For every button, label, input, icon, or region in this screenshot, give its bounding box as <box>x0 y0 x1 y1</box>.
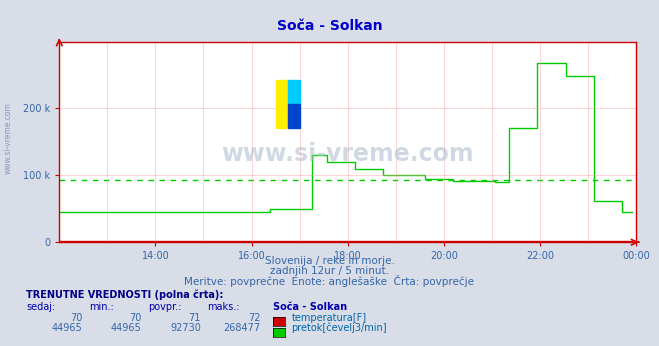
Text: Meritve: povprečne  Enote: anglešaške  Črta: povprečje: Meritve: povprečne Enote: anglešaške Črt… <box>185 275 474 287</box>
Bar <box>275 80 287 128</box>
Text: zadnjih 12ur / 5 minut.: zadnjih 12ur / 5 minut. <box>270 266 389 276</box>
Text: www.si-vreme.com: www.si-vreme.com <box>4 102 13 174</box>
Text: 70: 70 <box>129 313 142 323</box>
Text: www.si-vreme.com: www.si-vreme.com <box>221 142 474 166</box>
Text: 44965: 44965 <box>51 324 82 334</box>
Text: pretok[čevelj3/min]: pretok[čevelj3/min] <box>291 323 387 334</box>
Text: 70: 70 <box>70 313 82 323</box>
Text: 71: 71 <box>188 313 201 323</box>
Bar <box>287 104 300 128</box>
Text: maks.:: maks.: <box>208 302 240 312</box>
Bar <box>287 80 300 104</box>
Text: 268477: 268477 <box>223 324 260 334</box>
Text: Soča - Solkan: Soča - Solkan <box>273 302 347 312</box>
Text: TRENUTNE VREDNOSTI (polna črta):: TRENUTNE VREDNOSTI (polna črta): <box>26 290 224 300</box>
Text: Soča - Solkan: Soča - Solkan <box>277 19 382 33</box>
Text: temperatura[F]: temperatura[F] <box>291 313 366 323</box>
Text: 44965: 44965 <box>111 324 142 334</box>
Text: 92730: 92730 <box>170 324 201 334</box>
Text: povpr.:: povpr.: <box>148 302 182 312</box>
Text: 72: 72 <box>248 313 260 323</box>
Text: Slovenija / reke in morje.: Slovenija / reke in morje. <box>264 256 395 266</box>
Text: min.:: min.: <box>89 302 114 312</box>
Text: sedaj:: sedaj: <box>26 302 55 312</box>
